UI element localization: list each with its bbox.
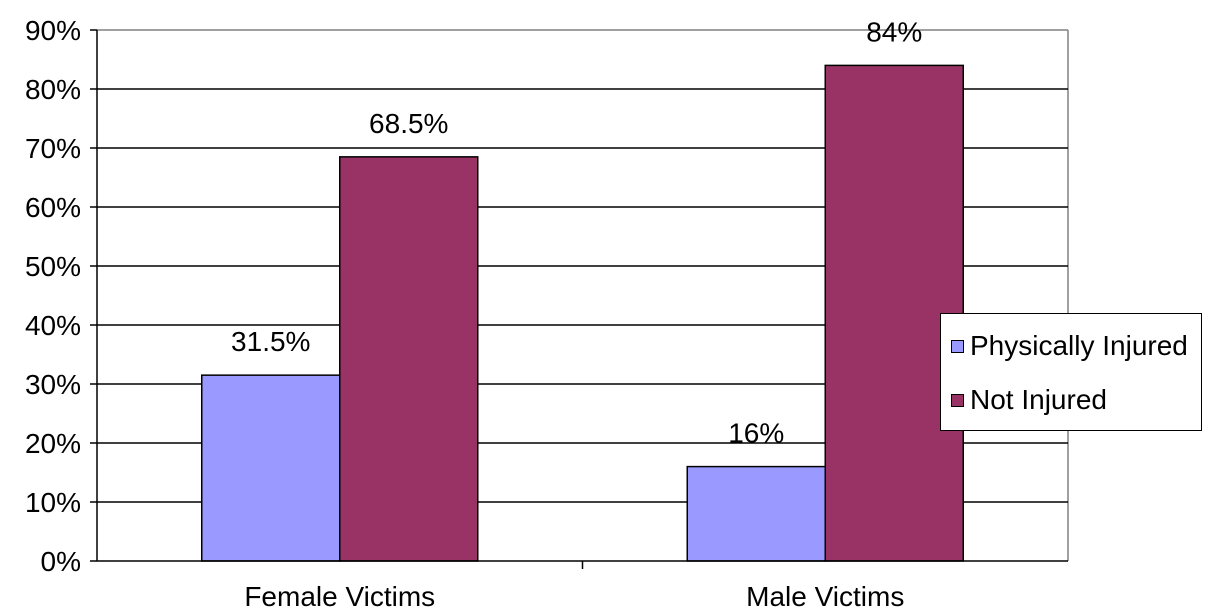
bar-physically-injured-male-victims [686,465,826,562]
data-label: 84% [866,16,922,47]
x-tick-label: Male Victims [746,581,904,608]
y-tick-label: 50% [25,251,81,282]
axes [90,29,1068,569]
legend-swatch-physically-injured [951,339,964,353]
data-labels: 31.5% 68.5% 16% 84% [231,16,922,448]
y-tick-label: 0% [41,546,81,577]
y-tick-label: 60% [25,192,81,223]
data-label: 68.5% [369,108,448,139]
data-label: 31.5% [231,326,310,357]
data-label: 16% [728,418,784,449]
legend: Physically Injured Not Injured [940,313,1202,431]
bar-not-injured-female-victims [339,156,479,562]
legend-swatch-not-injured [951,393,964,407]
y-tick-label: 90% [25,15,81,46]
y-tick-label: 10% [25,487,81,518]
x-tick-label: Female Victims [244,581,435,608]
y-tick-label: 80% [25,74,81,105]
legend-label-physically-injured: Physically Injured [970,330,1188,361]
y-tick-label: 40% [25,310,81,341]
legend-item-not-injured: Not Injured [951,384,1107,416]
legend-label-not-injured: Not Injured [970,384,1107,415]
bars [201,64,964,562]
y-tick-labels: 0% 10% 20% 30% 40% 50% 60% 70% 80% 90% [25,15,81,577]
y-tick-label: 30% [25,369,81,400]
legend-item-physically-injured: Physically Injured [951,330,1188,362]
x-tick-labels: Female Victims Male Victims [244,581,904,608]
bar-physically-injured-female-victims [201,374,341,562]
y-tick-label: 20% [25,428,81,459]
y-tick-label: 70% [25,133,81,164]
